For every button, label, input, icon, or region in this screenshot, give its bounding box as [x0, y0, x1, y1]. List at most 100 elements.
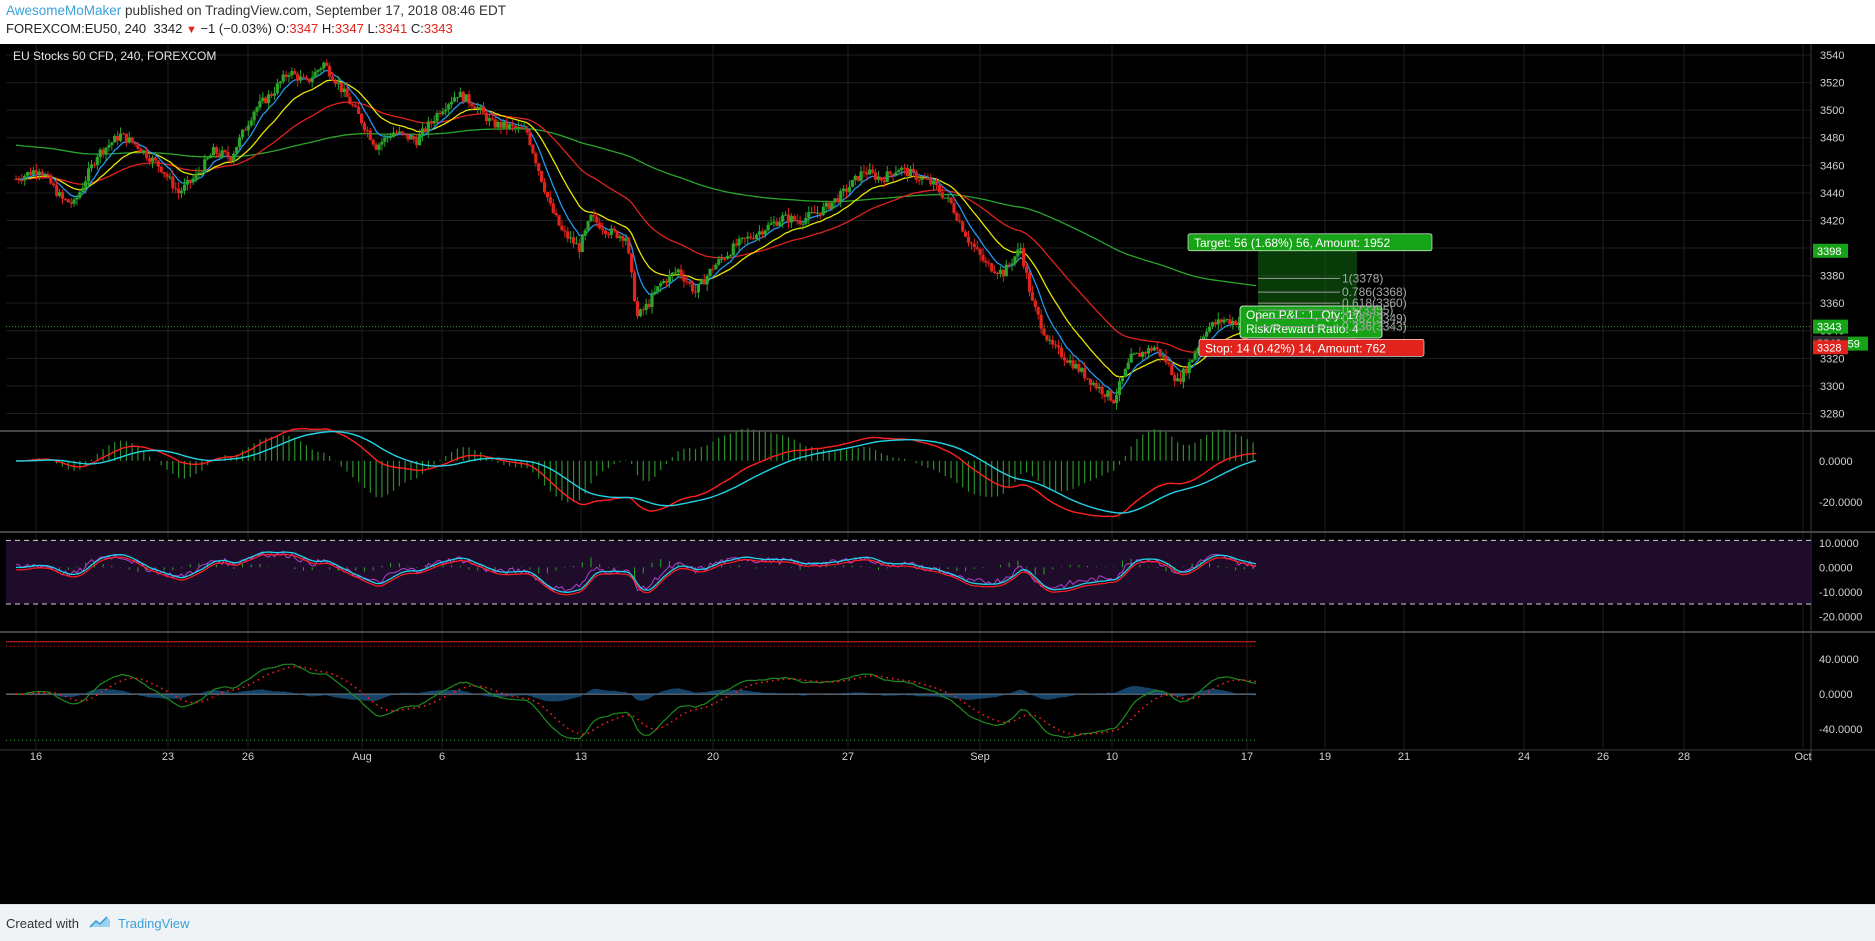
author-link[interactable]: AwesomeMoMaker — [6, 3, 122, 18]
candle-body — [905, 167, 910, 177]
candle-body — [1164, 355, 1168, 363]
candle-body — [545, 191, 550, 198]
candle-body — [1100, 386, 1104, 395]
candle-body — [897, 170, 901, 173]
candle-body — [435, 113, 439, 121]
symbol: FOREXCOM:EU50, 240 — [6, 21, 147, 36]
macd-pane — [21, 428, 1254, 503]
candle-body — [583, 230, 587, 236]
candle-body — [728, 255, 732, 257]
candle-body — [722, 258, 727, 260]
candle-body — [757, 231, 762, 235]
candle-body — [72, 199, 76, 204]
osc3-tick-label: 0.0000 — [1819, 689, 1853, 701]
candle-body — [179, 190, 184, 194]
open-value: 3347 — [289, 21, 319, 36]
candle-body — [449, 101, 454, 105]
candle-body — [484, 112, 489, 122]
candle-body — [984, 260, 988, 263]
candle-body — [862, 171, 866, 173]
candle-body — [705, 275, 709, 285]
candle-body — [197, 172, 201, 174]
candle-body — [211, 147, 216, 156]
candle-body — [1146, 348, 1151, 354]
candle-body — [1158, 349, 1162, 357]
chart-title: EU Stocks 50 CFD, 240, FOREXCOM — [13, 49, 216, 63]
candle-body — [508, 124, 512, 129]
candle-body — [316, 70, 320, 72]
target-label-bg — [1187, 233, 1433, 252]
price-chart[interactable]: 3540352035003480346034403420340033803360… — [0, 44, 1875, 904]
candle-body — [203, 159, 207, 173]
fib-label: 0.786(3368) — [1342, 285, 1407, 299]
candle-body — [789, 215, 793, 223]
time-tick-label: 13 — [575, 751, 587, 763]
candle-body — [679, 269, 683, 276]
osc2-red-line — [16, 553, 1257, 596]
candle-body — [1219, 319, 1223, 323]
ema-8-line — [15, 69, 1257, 394]
candle-body — [89, 164, 94, 169]
candle-body — [470, 103, 474, 107]
candle-body — [1161, 355, 1165, 357]
price-axis: 3540352035003480346034403420340033803360… — [1820, 50, 1844, 420]
candle-body — [147, 158, 152, 162]
candle-body — [1036, 307, 1040, 315]
time-axis: 16 23 26 Aug 6 13 20 27 Sep 10 17 19 21 24 26 28 Oct — [30, 751, 1812, 763]
candle-body — [955, 212, 959, 221]
candle-body — [914, 171, 918, 180]
candle-body — [1106, 390, 1110, 397]
time-tick-label: Oct — [1794, 751, 1811, 763]
candle-body — [574, 243, 579, 245]
candle-body — [557, 215, 561, 226]
candle-body — [691, 283, 695, 292]
pnl-box — [1239, 305, 1383, 339]
candle-body — [290, 71, 294, 76]
candle-body — [136, 144, 140, 149]
candle-body — [923, 177, 927, 179]
candle-body — [359, 113, 364, 124]
candle-body — [1236, 322, 1241, 326]
candle-body — [1045, 335, 1049, 341]
candle-body — [1083, 368, 1087, 379]
candle-body — [1016, 249, 1020, 257]
candle-body — [894, 172, 898, 176]
candle-body — [844, 188, 849, 192]
candle-body — [702, 279, 706, 285]
candle-body — [1103, 394, 1107, 397]
candle-body — [493, 119, 497, 128]
candle-body — [113, 135, 117, 143]
candle-body — [43, 174, 47, 176]
candle-body — [818, 212, 823, 215]
candle-body — [1129, 353, 1133, 363]
candle-body — [847, 187, 852, 192]
candle-body — [124, 133, 128, 143]
candle-body — [804, 217, 808, 224]
candle-body — [589, 214, 593, 222]
tradingview-link[interactable]: TradingView — [118, 916, 190, 931]
candle-body — [304, 77, 308, 79]
osc2-tick-label: -10.0000 — [1819, 587, 1862, 599]
candle-body — [269, 94, 274, 96]
low-value: 3341 — [378, 21, 408, 36]
candle-body — [929, 179, 933, 185]
osc3-green-line — [15, 663, 1257, 740]
candle-body — [107, 145, 111, 148]
candle-body — [473, 106, 477, 109]
candles — [14, 59, 1258, 410]
candle-body — [63, 198, 67, 200]
candle-body — [1030, 291, 1034, 301]
candle-body — [371, 139, 375, 145]
candle-body — [406, 133, 410, 140]
close-value: 3343 — [423, 21, 453, 36]
stop-price-badge-bg — [1813, 340, 1848, 355]
candle-body — [78, 191, 82, 198]
candle-body — [1205, 331, 1209, 337]
tradingview-logo-icon — [89, 916, 110, 928]
candle-body — [339, 82, 343, 93]
chart-area[interactable]: 3540352035003480346034403420340033803360… — [0, 44, 1875, 904]
candle-body — [696, 283, 701, 293]
candle-body — [952, 203, 956, 213]
publication-header: AwesomeMoMaker published on TradingView.… — [0, 0, 1875, 44]
candle-body — [601, 228, 605, 231]
